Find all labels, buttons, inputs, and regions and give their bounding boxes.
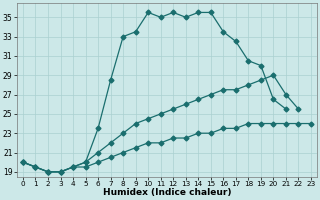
X-axis label: Humidex (Indice chaleur): Humidex (Indice chaleur) — [103, 188, 231, 197]
